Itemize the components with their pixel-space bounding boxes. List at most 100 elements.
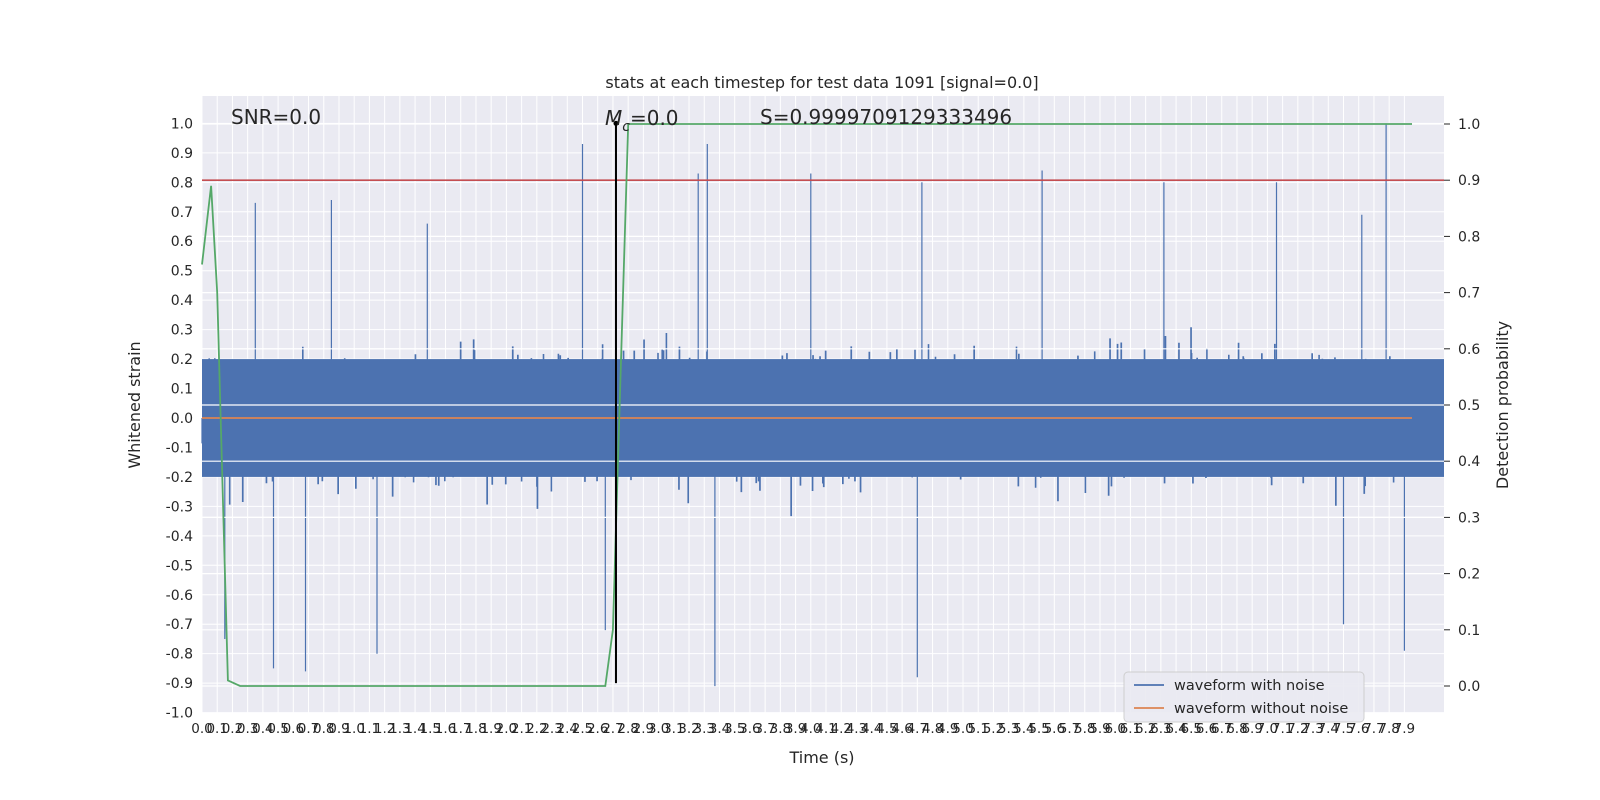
merger-marker-dot (613, 120, 619, 126)
y2-tick-label: 0.6 (1458, 342, 1480, 358)
x-tick-label: 3.0 (648, 721, 669, 737)
x-tick-label: 0.5 (267, 721, 288, 737)
x-tick-label: 0.1 (206, 721, 227, 737)
y-tick-label: 0.0 (171, 411, 193, 427)
y-tick-label: 0.3 (171, 323, 193, 339)
x-tick-label: 0.6 (283, 721, 304, 737)
x-tick-label: 6.4 (1165, 721, 1186, 737)
x-tick-label: 4.1 (815, 721, 836, 737)
s-annotation: S=0.9999709129333496 (760, 105, 1012, 129)
x-tick-label: 5.0 (952, 721, 973, 737)
snr-annotation: SNR=0.0 (231, 105, 321, 129)
x-tick-label: 4.6 (891, 721, 912, 737)
x-tick-label: 6.2 (1135, 721, 1156, 737)
axes: 0.00.10.20.30.40.50.60.70.80.91.01.11.21… (166, 116, 1481, 737)
y2-tick-label: 0.4 (1458, 454, 1480, 470)
y-tick-label: 0.9 (171, 146, 193, 162)
legend-label-noise: waveform with noise (1174, 678, 1325, 694)
x-tick-label: 5.4 (1013, 721, 1034, 737)
x-tick-label: 3.2 (678, 721, 699, 737)
x-tick-label: 4.4 (861, 721, 882, 737)
x-tick-label: 2.3 (541, 721, 562, 737)
x-tick-label: 0.4 (252, 721, 273, 737)
y2-tick-label: 1.0 (1458, 117, 1480, 133)
legend: waveform with noise waveform without noi… (1123, 671, 1365, 723)
x-tick-label: 1.3 (389, 721, 410, 737)
x-tick-label: 7.5 (1333, 721, 1354, 737)
legend-label-clean: waveform without noise (1174, 701, 1348, 717)
x-tick-label: 5.6 (1044, 721, 1065, 737)
y2-tick-label: 0.8 (1458, 229, 1480, 245)
chart-title: stats at each timestep for test data 109… (605, 73, 1038, 92)
x-tick-label: 1.7 (450, 721, 471, 737)
x-tick-label: 7.7 (1363, 721, 1384, 737)
chirp-mass-subscript: c (622, 119, 630, 135)
x-tick-label: 3.1 (663, 721, 684, 737)
y-tick-label: 0.1 (171, 382, 193, 398)
y2-tick-label: 0.7 (1458, 286, 1480, 302)
x-tick-label: 0.9 (328, 721, 349, 737)
x-tick-label: 0.2 (222, 721, 243, 737)
x-tick-label: 1.8 (465, 721, 486, 737)
x-tick-label: 6.5 (1181, 721, 1202, 737)
x-tick-label: 7.2 (1287, 721, 1308, 737)
x-tick-label: 0.7 (298, 721, 319, 737)
x-tick-label: 7.9 (1394, 721, 1415, 737)
y-tick-label: 0.7 (171, 205, 193, 221)
y-tick-label: -0.4 (166, 529, 193, 545)
x-tick-label: 4.3 (846, 721, 867, 737)
y2-tick-label: 0.0 (1458, 679, 1480, 695)
x-tick-label: 1.4 (404, 721, 425, 737)
x-tick-label: 6.7 (1211, 721, 1232, 737)
y-axis-label: Whitened strain (125, 341, 144, 468)
x-tick-label: 7.8 (1378, 721, 1399, 737)
x-tick-label: 3.8 (770, 721, 791, 737)
x-tick-label: 2.2 (526, 721, 547, 737)
y-tick-label: -0.6 (166, 588, 193, 604)
y-tick-label: -0.1 (166, 440, 193, 456)
y-tick-label: -0.2 (166, 470, 193, 486)
x-tick-label: 1.6 (435, 721, 456, 737)
x-tick-label: 5.8 (1074, 721, 1095, 737)
x-tick-label: 1.0 (343, 721, 364, 737)
y-tick-label: 0.8 (171, 175, 193, 191)
x-tick-label: 7.1 (1272, 721, 1293, 737)
x-tick-label: 5.5 (1028, 721, 1049, 737)
x-tick-label: 1.9 (480, 721, 501, 737)
x-tick-label: 2.9 (633, 721, 654, 737)
y-tick-label: 0.5 (171, 264, 193, 280)
chirp-mass-annotation: Mc=0.0 (605, 106, 679, 135)
y-tick-label: -0.8 (166, 647, 193, 663)
x-tick-label: 2.0 (496, 721, 517, 737)
y-tick-label: 0.2 (171, 352, 193, 368)
x-tick-label: 7.0 (1257, 721, 1278, 737)
y-tick-label: -0.5 (166, 558, 193, 574)
x-tick-label: 3.7 (754, 721, 775, 737)
x-tick-label: 7.4 (1318, 721, 1339, 737)
x-tick-label: 2.4 (557, 721, 578, 737)
x-tick-label: 2.7 (602, 721, 623, 737)
x-tick-label: 6.8 (1226, 721, 1247, 737)
x-tick-label: 4.5 (876, 721, 897, 737)
x-tick-label: 4.8 (922, 721, 943, 737)
x-tick-label: 7.3 (1302, 721, 1323, 737)
series-detection-probability (201, 123, 1412, 687)
x-tick-label: 2.6 (587, 721, 608, 737)
x-tick-label: 3.5 (724, 721, 745, 737)
y-tick-label: -1.0 (166, 706, 193, 722)
chart-overlay (201, 120, 1444, 687)
x-tick-label: 2.5 (572, 721, 593, 737)
x-tick-label: 3.3 (694, 721, 715, 737)
x-tick-label: 6.1 (1120, 721, 1141, 737)
y-tick-label: 0.6 (171, 234, 193, 250)
x-tick-label: 4.2 (830, 721, 851, 737)
x-tick-label: 0.8 (313, 721, 334, 737)
x-tick-label: 7.6 (1348, 721, 1369, 737)
x-tick-label: 1.5 (420, 721, 441, 737)
y2-tick-label: 0.5 (1458, 398, 1480, 414)
x-tick-label: 3.4 (709, 721, 730, 737)
y-tick-label: -0.3 (166, 499, 193, 515)
chirp-mass-value: =0.0 (630, 106, 679, 130)
x-tick-label: 5.2 (983, 721, 1004, 737)
